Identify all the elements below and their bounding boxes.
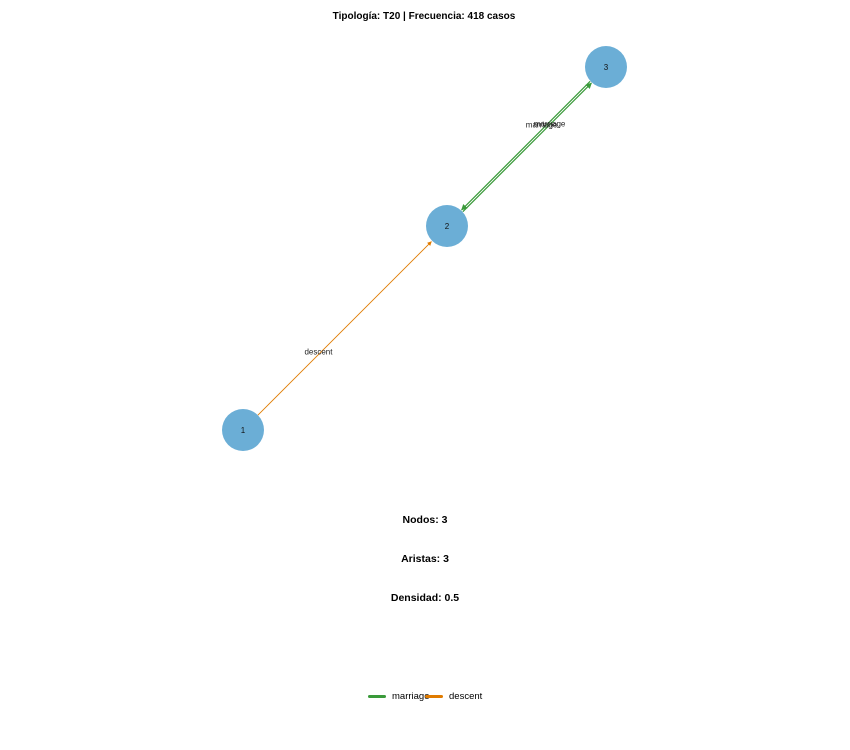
node-label-1: 1 — [241, 426, 246, 435]
edge-label-1-2: descent — [304, 348, 333, 357]
node-label-3: 3 — [604, 63, 609, 72]
legend-label-marriage: marriage — [392, 690, 430, 702]
edges-layer — [257, 80, 592, 416]
stat-edges: Aristas: 3 — [401, 553, 449, 565]
edge-1-2-descent — [257, 241, 432, 416]
edge-label-2-3: marriage — [534, 119, 566, 128]
legend-swatch-marriage — [368, 694, 386, 698]
edge-label-3-2: marriage — [526, 120, 558, 129]
legend-item-descent: descent — [425, 688, 482, 704]
diagram-title: Tipología: T20 | Frecuencia: 418 casos — [333, 11, 516, 22]
stat-density: Densidad: 0.5 — [390, 592, 460, 604]
edge-2-3-marriage — [462, 82, 592, 213]
legend-swatch-descent — [425, 694, 443, 698]
node-label-2: 2 — [445, 222, 450, 231]
node-1 — [222, 409, 264, 451]
legend-label-descent: descent — [449, 690, 483, 702]
legend: marriage descent — [0, 688, 850, 704]
node-3 — [585, 46, 627, 88]
legend-item-marriage: marriage — [368, 688, 430, 704]
edge-3-2-marriage — [461, 80, 591, 211]
nodes-layer: 1 2 3 — [222, 46, 627, 451]
node-2 — [426, 205, 468, 247]
stat-nodes: Nodos: 3 — [402, 514, 448, 526]
